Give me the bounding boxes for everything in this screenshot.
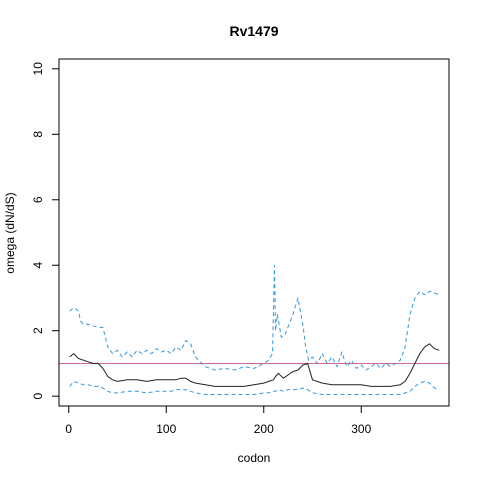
series-layer <box>69 264 440 395</box>
y-tick-label: 0 <box>31 393 45 400</box>
y-tick-label: 6 <box>31 196 45 203</box>
omega-line <box>69 343 440 387</box>
y-axis: 0 2 4 6 8 10 <box>31 62 60 400</box>
y-tick-label: 8 <box>31 131 45 138</box>
y-tick-label: 10 <box>31 62 45 76</box>
y-tick-label: 2 <box>31 327 45 334</box>
x-tick-label: 0 <box>65 422 72 436</box>
y-tick-label: 4 <box>31 262 45 269</box>
x-tick-label: 100 <box>156 422 176 436</box>
x-axis: 0 100 200 300 <box>65 405 372 436</box>
y-axis-label: omega (dN/dS) <box>3 192 17 273</box>
confidence-band-line-2 <box>69 380 440 395</box>
x-tick-label: 300 <box>351 422 371 436</box>
chart-title: Rv1479 <box>229 23 278 39</box>
confidence-band-line-1 <box>69 264 440 371</box>
x-tick-label: 200 <box>254 422 274 436</box>
x-axis-label: codon <box>238 451 271 465</box>
